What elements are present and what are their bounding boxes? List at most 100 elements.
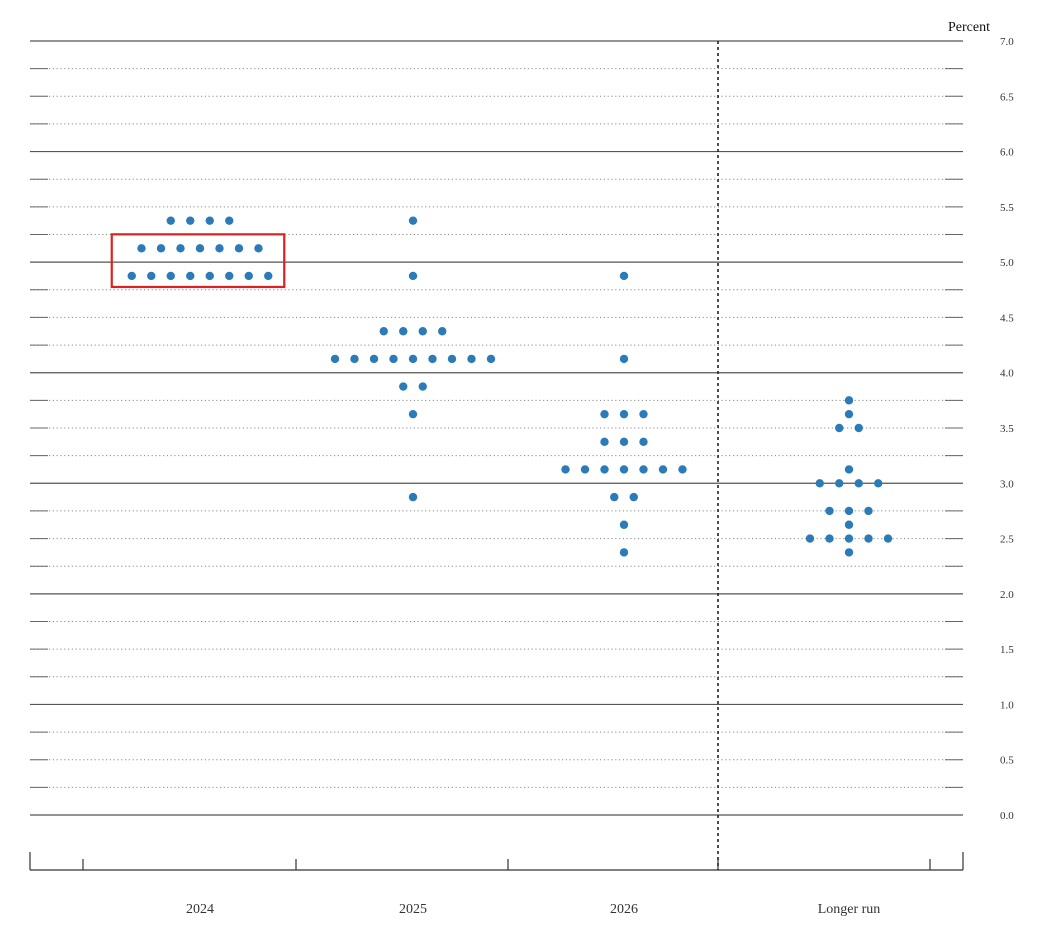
y-tick-label: 1.0 [1000,699,1014,711]
dot [176,244,185,253]
x-axis [29,852,964,871]
dot [619,520,629,529]
dot [399,382,408,391]
y-tick-label: 1.5 [1000,644,1014,656]
dot [619,548,629,557]
dot [244,271,253,281]
dot [658,465,668,474]
dot [844,534,854,543]
highlight-box [110,233,286,289]
dot [874,479,883,488]
dot [619,437,629,447]
grid-lines [30,40,963,816]
dot [619,354,629,364]
dot [399,327,408,336]
dot [639,409,648,419]
dot [408,409,418,419]
dot [805,534,815,543]
dot [619,271,629,281]
dot [844,465,854,474]
dot [854,423,863,433]
dot [264,271,273,281]
x-category-label: 2025 [399,902,427,917]
y-tick-label: 0.0 [1000,810,1014,822]
dot [815,479,824,488]
dot [844,548,854,557]
dot [825,534,834,543]
dot [166,271,175,281]
dot [350,354,359,364]
dot [137,244,146,253]
dot [600,437,609,447]
dot [166,216,175,225]
dot [195,244,205,253]
dot [127,271,136,281]
dot [639,465,648,474]
dot [234,244,244,253]
dot [156,244,166,253]
dot [408,216,418,225]
y-tick-label: 5.0 [1000,257,1014,269]
dot [825,506,834,516]
y-tick-label: 3.0 [1000,478,1014,490]
dot [844,396,854,405]
y-tick-label: 5.5 [1000,202,1014,214]
dot [205,271,214,281]
dot [225,216,234,225]
dot [408,354,418,364]
dot [186,271,195,281]
y-tick-label: 2.0 [1000,589,1014,601]
dot [369,354,379,364]
dot [147,271,156,281]
y-tick-label: 0.5 [1000,755,1014,767]
highlight-rectangle [110,233,286,289]
dot [330,354,340,364]
x-category-label: Longer run [818,902,881,917]
dots [127,216,893,557]
dot [610,492,619,502]
dot [438,327,447,336]
dot [408,492,418,502]
dot [639,437,648,447]
y-tick-label: 7.0 [1000,36,1014,48]
dot [205,216,214,225]
dot [580,465,590,474]
dot [418,327,427,336]
x-category-label: 2026 [610,902,638,917]
y-tick-label: 3.5 [1000,423,1014,435]
dot [864,506,873,516]
dot [379,327,388,336]
dot [561,465,570,474]
dot [408,271,418,281]
dot [600,409,609,419]
dot [844,506,854,516]
labels: Percent 0.0 0.5 1.0 1.5 2.0 2.5 3.0 3.5 4.0 4.5 5.… [186,20,1014,917]
dot [619,409,629,419]
dot [447,354,457,364]
y-tick-label: 6.0 [1000,147,1014,159]
dot [883,534,893,543]
dot [844,409,854,419]
dot [418,382,427,391]
dot [428,354,437,364]
dot [486,354,496,364]
dot [854,479,863,488]
y-axis-unit-label: Percent [948,20,990,35]
dot [389,354,398,364]
dot [678,465,687,474]
dot [215,244,224,253]
dot [254,244,263,253]
dot [600,465,609,474]
dot [835,479,844,488]
dot [629,492,638,502]
dot [225,271,234,281]
y-tick-label: 4.5 [1000,312,1014,324]
y-tick-label: 2.5 [1000,534,1014,546]
dot [467,354,476,364]
y-tick-label: 4.0 [1000,368,1014,380]
dot [619,465,629,474]
y-tick-label: 6.5 [1000,91,1014,103]
x-category-label: 2024 [186,902,214,917]
dot [844,520,854,529]
dot [186,216,195,225]
